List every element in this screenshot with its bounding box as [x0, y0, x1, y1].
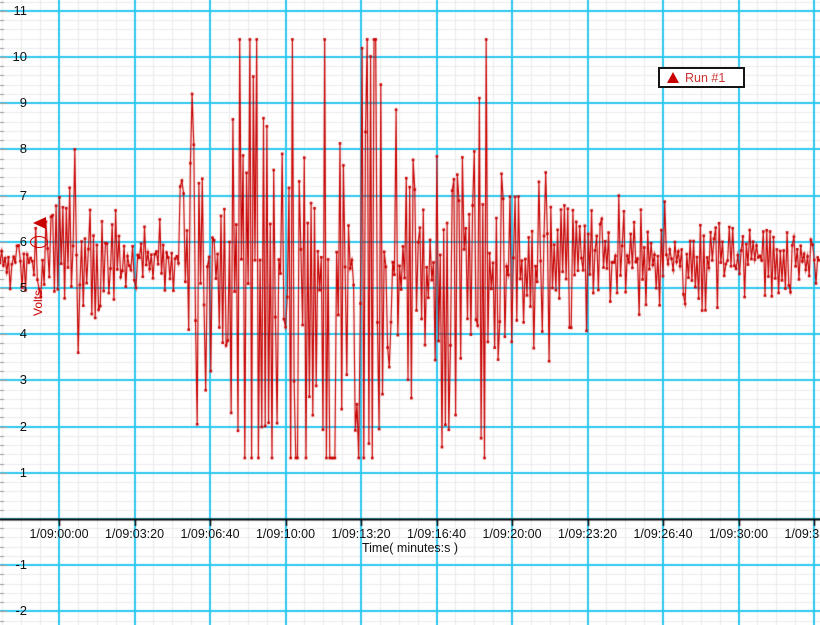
y-axis-tick-label: 6 [19, 233, 27, 249]
y-axis-tick-label: 1 [19, 464, 27, 480]
y-axis-pointer-icon[interactable] [33, 217, 46, 229]
y-axis-tick-label: 3 [19, 372, 27, 388]
annotation-ellipse-icon [30, 236, 48, 248]
x-axis-tick-label: 1/09:00:00 [29, 527, 89, 541]
y-axis-tick-label: 9 [19, 95, 27, 111]
legend[interactable]: Run #1 [658, 67, 745, 88]
legend-label: Run #1 [685, 70, 726, 85]
y-axis-tick-label: 2 [19, 418, 27, 434]
x-axis-tick-label: 1/09:33:20 [784, 527, 820, 541]
x-axis-tick-label: 1/09:16:40 [406, 527, 467, 541]
y-axis-tick-label: -2 [15, 603, 27, 619]
y-axis-tick-label: 7 [19, 187, 27, 203]
y-axis-tick-label: 11 [13, 2, 28, 18]
y-axis-tick-label: 10 [12, 49, 27, 64]
x-axis-tick-label: 1/09:13:20 [331, 527, 391, 541]
x-axis-title: Time( minutes:s ) [361, 541, 459, 555]
x-axis-tick-label: 1/09:30:00 [708, 527, 769, 541]
x-axis-tick-label: 1/09:10:00 [255, 527, 316, 541]
y-axis-tick-label: 4 [19, 326, 27, 342]
legend-triangle-icon [667, 72, 679, 83]
y-axis-tick-label: 5 [19, 280, 27, 295]
x-axis-tick-label: 1/09:23:20 [557, 527, 618, 541]
x-axis-tick-label: 1/09:03:20 [104, 527, 165, 541]
y-axis-label[interactable]: Volts [31, 289, 45, 316]
x-axis-tick-label: 1/09:20:00 [482, 527, 542, 541]
x-axis-tick-label: 1/09:26:40 [633, 527, 693, 541]
y-axis-tick-label: 8 [19, 141, 27, 157]
y-axis-tick-label: -1 [15, 557, 27, 573]
x-axis-tick-label: 1/09:06:40 [180, 527, 240, 541]
